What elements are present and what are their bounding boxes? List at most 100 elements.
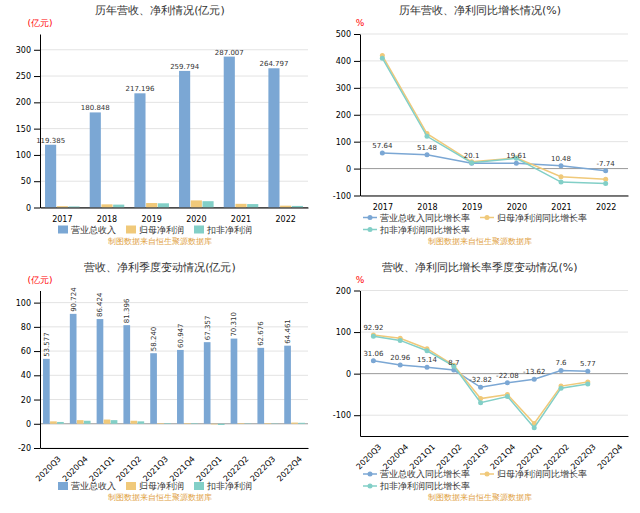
bar <box>158 203 169 207</box>
x-tick-label: 2021Q4 <box>168 455 197 484</box>
data-label: 8.7 <box>448 359 459 367</box>
data-label: 67.357 <box>204 316 212 341</box>
y-tick-mark <box>34 50 40 51</box>
bar <box>97 319 104 424</box>
bar <box>202 201 213 207</box>
bar <box>101 204 112 207</box>
x-tick-label: 2022Q2 <box>542 443 571 472</box>
point <box>559 368 564 373</box>
x-tick: 2018 <box>417 203 437 212</box>
bar <box>245 423 252 424</box>
bar-series <box>68 201 302 207</box>
y-tick-mark <box>354 196 360 197</box>
data-label: 20.1 <box>464 152 480 160</box>
x-axis: 2020Q32020Q42021Q12021Q22021Q32021Q42022… <box>34 449 308 484</box>
bar <box>224 57 235 208</box>
x-tick-label: 2021Q2 <box>435 443 464 472</box>
x-tick: 2020 <box>507 203 527 212</box>
y-tick-label: 200 <box>336 111 351 120</box>
plot-area: -10001002002020Q32020Q42021Q12021Q22021Q… <box>333 287 629 472</box>
point <box>603 168 608 173</box>
y-tick-label: 300 <box>336 84 351 93</box>
data-label: 58.240 <box>150 327 158 352</box>
x-tick: 2022 <box>596 203 616 212</box>
legend-label: 营业总收入同比增长率 <box>380 213 470 223</box>
annotation: 制图数据来自恒生聚源数据库 <box>428 237 532 246</box>
x-tick-label: 2022Q2 <box>222 455 251 484</box>
y-tick-label: 500 <box>336 30 351 39</box>
bar <box>211 423 218 425</box>
y-axis-title: % <box>356 18 365 28</box>
legend-swatch <box>194 482 204 490</box>
legend-item: 归母净利润 <box>126 481 184 491</box>
point <box>425 134 430 139</box>
bar <box>134 93 145 207</box>
y-tick-mark <box>354 61 360 62</box>
y-tick: 100 <box>16 299 40 308</box>
marks <box>371 333 590 431</box>
y-tick: -100 <box>333 411 360 420</box>
marker-series <box>380 56 608 186</box>
bar <box>157 423 164 425</box>
x-tick: 2021Q3 <box>141 455 170 484</box>
x-tick: 2021Q1 <box>408 443 437 472</box>
y-tick-mark <box>34 327 40 328</box>
data-labels: 53.57790.72486.42481.39658.24060.94767.3… <box>43 287 292 357</box>
data-label: 20.96 <box>390 354 411 362</box>
x-tick-label: 2018 <box>417 203 437 212</box>
data-label: 64.461 <box>284 319 292 344</box>
grid-line <box>360 141 628 142</box>
y-tick: 100 <box>336 328 360 337</box>
legend-item: 营业总收入 <box>58 481 116 491</box>
data-label: 70.310 <box>230 312 238 337</box>
x-tick-label: 2021Q1 <box>408 443 437 472</box>
legend-label: 营业总收入 <box>71 225 116 235</box>
annotation: 制图数据来自恒生聚源数据库 <box>428 493 532 502</box>
point <box>514 161 519 166</box>
y-tick-mark <box>34 448 40 449</box>
data-label: 51.48 <box>417 144 437 152</box>
line <box>382 58 605 183</box>
marker-series <box>371 334 590 430</box>
legend-item: 扣非净利润同比增长率 <box>363 481 470 491</box>
annotation: 制图数据来自恒生聚源数据库 <box>108 237 212 246</box>
legend-item: 归母净利润同比增长率 <box>480 469 587 479</box>
bar <box>271 423 278 424</box>
y-tick-mark <box>34 424 40 425</box>
bar <box>264 423 271 425</box>
x-tick-label: 2017 <box>52 215 72 224</box>
bar <box>268 68 279 207</box>
y-tick: 0 <box>26 204 40 213</box>
y-axis-line <box>40 35 41 209</box>
y-tick-mark <box>34 155 40 156</box>
y-tick-label: 0 <box>26 204 31 213</box>
y-tick-label: 0 <box>346 165 351 174</box>
x-tick: 2022Q3 <box>248 455 277 484</box>
chart-title: 历年营收、净利情况(亿元) <box>95 4 225 17</box>
y-tick: 500 <box>336 30 360 39</box>
y-tick: 300 <box>16 46 40 55</box>
y-tick-label: 40 <box>21 371 31 380</box>
legend-item: 扣非净利润 <box>194 481 252 491</box>
data-label: 81.396 <box>123 298 131 323</box>
x-tick-label: 2020Q3 <box>355 443 384 472</box>
legend-item: 营业总收入同比增长率 <box>363 469 470 479</box>
bar <box>123 325 130 424</box>
data-label: 10.48 <box>551 155 571 163</box>
legend: 营业总收入归母净利润扣非净利润 <box>58 481 252 491</box>
x-tick: 2017 <box>373 203 393 212</box>
panel: 历年营收、净利情况(亿元)050100150200250300201720182… <box>16 4 309 246</box>
legend-label: 营业总收入 <box>71 481 116 491</box>
bar <box>247 204 258 207</box>
x-tick-label: 2022Q4 <box>596 443 625 472</box>
y-tick-label: 50 <box>21 177 31 186</box>
x-axis: 2020Q32020Q42021Q12021Q22021Q32021Q42022… <box>355 437 629 472</box>
x-tick: 2021Q2 <box>435 443 464 472</box>
bar <box>150 353 157 424</box>
chart-title: 营收、净利季度变动情况(亿元) <box>84 261 236 274</box>
data-label: 180.848 <box>81 104 110 112</box>
plot-area: -100010020030040050020172018201920202021… <box>333 30 629 212</box>
y-tick-mark <box>34 351 40 352</box>
point <box>425 152 430 157</box>
bar-series <box>45 57 279 208</box>
